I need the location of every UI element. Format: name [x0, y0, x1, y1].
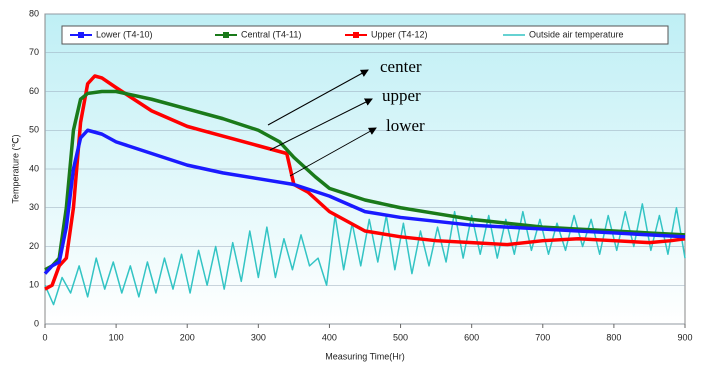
- annotation-arrows: [267, 69, 377, 177]
- legend-marker: [223, 32, 229, 38]
- y-tick-label: 0: [34, 318, 39, 328]
- series-line: [44, 89, 686, 272]
- annotation: upper: [382, 86, 421, 105]
- x-tick-label: 100: [109, 332, 124, 342]
- y-tick-label: 60: [29, 86, 39, 96]
- legend-label: Upper (T4-12): [371, 29, 428, 39]
- series-line: [43, 128, 686, 275]
- legend: Lower (T4-10) Central (T4-11) Upper (T4-12…: [61, 25, 669, 45]
- y-tick-label: 50: [29, 125, 39, 135]
- legend-marker: [78, 32, 84, 38]
- legend-label: Lower (T4-10): [96, 29, 153, 39]
- y-tick-label: 30: [29, 202, 39, 212]
- x-tick-label: 500: [393, 332, 408, 342]
- y-axis-label: Temperature (℃): [10, 134, 20, 203]
- y-tick-label: 40: [29, 163, 39, 173]
- y-tick-label: 70: [29, 47, 39, 57]
- x-tick-label: 600: [464, 332, 479, 342]
- annotation: lower: [386, 116, 425, 135]
- x-tick-label: 200: [180, 332, 195, 342]
- x-tick-label: 300: [251, 332, 266, 342]
- x-axis-label: Measuring Time(Hr): [325, 351, 405, 361]
- x-tick-label: 400: [322, 332, 337, 342]
- x-tick-label: 800: [606, 332, 621, 342]
- x-tick-label: 0: [42, 332, 47, 342]
- annotation: center: [380, 57, 422, 76]
- x-tick-label: 900: [677, 332, 692, 342]
- y-tick-label: 80: [29, 8, 39, 18]
- x-tick-label: 700: [535, 332, 550, 342]
- legend-label: Central (T4-11): [241, 29, 301, 39]
- y-tick-label: 20: [29, 241, 39, 251]
- y-tick-label: 10: [29, 280, 39, 290]
- legend-label: Outside air temperature: [529, 29, 624, 39]
- legend-marker: [353, 32, 359, 38]
